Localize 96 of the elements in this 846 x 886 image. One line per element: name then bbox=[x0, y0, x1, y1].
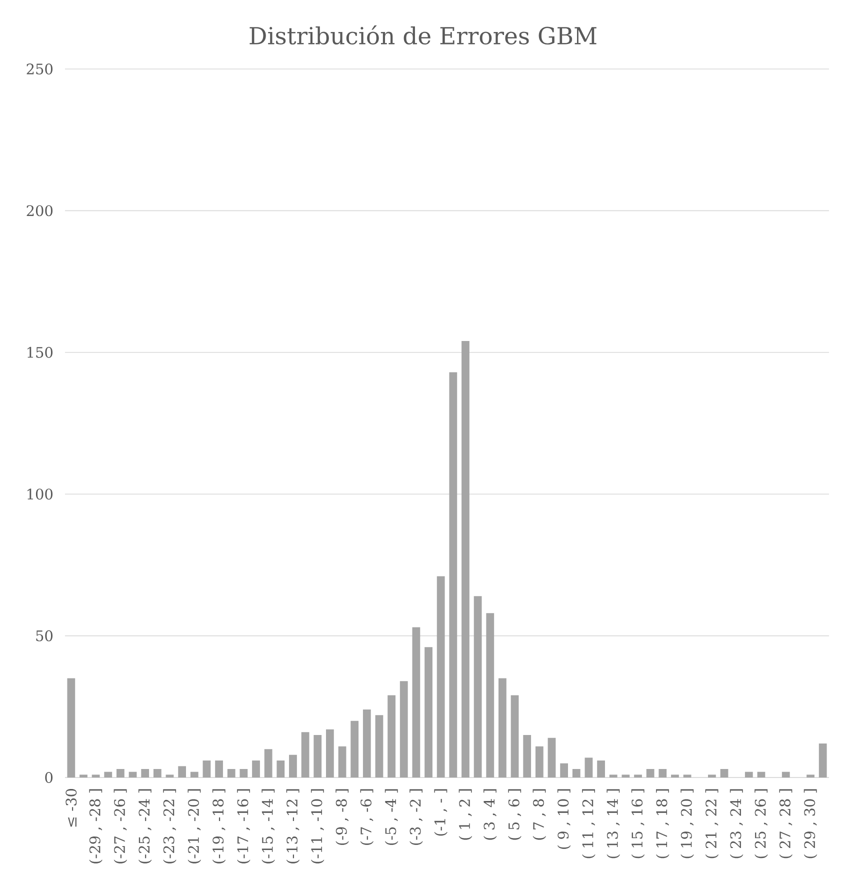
bar bbox=[671, 774, 679, 778]
bar bbox=[67, 678, 76, 778]
bar bbox=[326, 729, 334, 778]
bar bbox=[634, 774, 642, 778]
y-tick-label: 200 bbox=[26, 205, 52, 216]
bar bbox=[486, 613, 494, 778]
bar bbox=[646, 769, 654, 778]
x-tick-label: ( 15 , 16 ] bbox=[631, 789, 645, 858]
bar bbox=[584, 758, 593, 778]
bar bbox=[412, 627, 420, 778]
bar bbox=[141, 769, 150, 778]
x-tick-label: (-17 , -16 ] bbox=[237, 789, 250, 864]
bar bbox=[92, 774, 100, 778]
bar bbox=[350, 720, 359, 778]
bar bbox=[362, 709, 371, 778]
bar bbox=[388, 695, 396, 778]
x-tick-label: ( 11 , 12 ] bbox=[582, 789, 596, 858]
bar bbox=[264, 749, 272, 778]
bar bbox=[560, 763, 568, 778]
bar bbox=[436, 576, 445, 778]
x-tick-label: (-1 , - ] bbox=[434, 789, 448, 836]
bar bbox=[597, 760, 605, 778]
x-tick-label: ( 9 , 10 ] bbox=[557, 789, 571, 849]
x-tick-label: (-5 , -4 ] bbox=[384, 789, 398, 845]
x-tick-label: (-29 , -28 ] bbox=[89, 789, 102, 864]
bar bbox=[252, 760, 260, 778]
y-tick-label: 150 bbox=[28, 346, 52, 358]
bar bbox=[116, 769, 124, 778]
x-tick-label: ( 27 , 28 ] bbox=[779, 789, 793, 858]
bar bbox=[535, 746, 544, 778]
bar bbox=[301, 732, 310, 778]
bar bbox=[462, 341, 470, 778]
bar bbox=[289, 754, 297, 778]
bar bbox=[683, 774, 692, 778]
bar bbox=[523, 734, 532, 778]
x-tick-label: ( 25 , 26 ] bbox=[754, 789, 768, 858]
x-tick-label: (-11 , -10 ] bbox=[310, 789, 324, 864]
bar bbox=[178, 766, 186, 778]
bar bbox=[720, 769, 728, 778]
bar bbox=[658, 769, 667, 778]
x-tick-label: ( 23 , 24 ] bbox=[730, 789, 744, 858]
bar bbox=[782, 772, 790, 778]
bar bbox=[548, 738, 556, 778]
bar bbox=[80, 774, 88, 778]
bar bbox=[153, 769, 162, 778]
bar bbox=[240, 769, 248, 778]
bar bbox=[314, 734, 322, 778]
x-tick-label: ( 17 , 18 ] bbox=[656, 789, 670, 858]
x-tick-label: ( 7 , 8 ] bbox=[532, 789, 546, 840]
x-tick-label: ( 3 , 4 ] bbox=[483, 789, 497, 840]
bar bbox=[375, 715, 384, 778]
x-tick-label: (-3 , -2 ] bbox=[410, 789, 423, 845]
x-tick-label: (-7 , -6 ] bbox=[360, 789, 374, 845]
x-tick-label: (-23 , -22 ] bbox=[163, 789, 176, 864]
bar bbox=[510, 695, 519, 778]
x-tick-label: (-19 , -18 ] bbox=[212, 789, 226, 864]
bar bbox=[190, 772, 198, 778]
bar bbox=[744, 772, 753, 778]
bar bbox=[400, 681, 408, 778]
y-tick-label: 100 bbox=[28, 488, 52, 500]
chart-title: Distribución de Errores GBM bbox=[250, 25, 596, 45]
bar bbox=[338, 746, 346, 778]
bar bbox=[818, 743, 827, 778]
bar bbox=[424, 647, 432, 778]
x-tick-label: ( 19 , 20 ] bbox=[680, 789, 694, 858]
bar bbox=[215, 760, 223, 778]
x-tick-label: ( 21 , 22 ] bbox=[705, 789, 719, 858]
y-tick-label: 250 bbox=[26, 63, 52, 74]
x-tick-label: ( 1 , 2 ] bbox=[458, 789, 472, 840]
x-tick-label: (-15 , -14 ] bbox=[262, 789, 275, 864]
bar bbox=[474, 596, 482, 778]
bar bbox=[166, 774, 174, 778]
bar bbox=[104, 772, 112, 778]
bar bbox=[227, 769, 236, 778]
bar bbox=[609, 774, 618, 778]
bar bbox=[757, 772, 766, 778]
x-tick-label: (-21 , -20 ] bbox=[188, 789, 202, 864]
y-tick-label: 50 bbox=[36, 630, 53, 642]
bar bbox=[276, 760, 285, 778]
x-tick-label: (-25 , -24 ] bbox=[138, 789, 152, 864]
x-tick-label: (-13 , -12 ] bbox=[286, 789, 300, 864]
x-tick-label: ≤ -30 bbox=[66, 789, 77, 827]
x-tick-label: ( 5 , 6 ] bbox=[508, 789, 522, 840]
bar bbox=[202, 760, 211, 778]
bar bbox=[498, 678, 506, 778]
bar bbox=[572, 769, 580, 778]
y-tick-label: 0 bbox=[45, 772, 53, 783]
x-tick-label: (-9 , -8 ] bbox=[336, 789, 349, 845]
bar bbox=[622, 774, 630, 778]
x-tick-label: (-27 , -26 ] bbox=[114, 789, 128, 864]
bar bbox=[128, 772, 137, 778]
bar bbox=[449, 372, 458, 778]
x-tick-label: ( 29 , 30 ] bbox=[804, 789, 818, 858]
x-tick-label: ( 13 , 14 ] bbox=[606, 789, 620, 858]
bar bbox=[708, 774, 716, 778]
bar bbox=[806, 774, 814, 778]
